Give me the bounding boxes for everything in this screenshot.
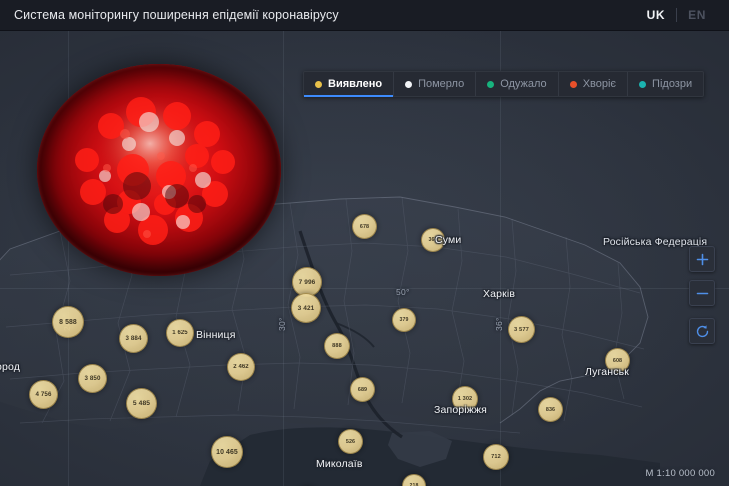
- city-label: ород: [0, 361, 21, 373]
- map-marker[interactable]: 5 485: [126, 388, 157, 419]
- map-marker-value: 3 850: [84, 375, 101, 382]
- map-marker-value: 7 996: [298, 278, 316, 286]
- graticule-label: 50°: [396, 287, 410, 297]
- city-label: Вінниця: [196, 329, 236, 341]
- map-marker[interactable]: 3 850: [78, 364, 107, 393]
- graticule-lat-50: [0, 288, 729, 289]
- map-marker-value: 3 421: [297, 304, 315, 312]
- minus-icon: [696, 292, 708, 294]
- city-label: Суми: [435, 234, 462, 246]
- graticule-lon-30: [283, 31, 284, 486]
- graticule-label: 36°: [494, 317, 504, 331]
- virus-photo-rim: [37, 64, 281, 276]
- map-marker-value: 4 756: [35, 391, 52, 398]
- legend-tab-label: Померло: [418, 78, 465, 90]
- legend-tab-4[interactable]: Підозри: [628, 72, 703, 96]
- map-marker[interactable]: 608: [605, 348, 630, 373]
- map-marker[interactable]: 8 588: [52, 306, 84, 338]
- city-label: Миколаїв: [316, 458, 363, 470]
- map-marker[interactable]: 4 756: [29, 380, 58, 409]
- legend-dot-icon: [315, 80, 322, 88]
- map-marker-value: 2 462: [233, 364, 249, 370]
- map-marker-value: 367: [428, 237, 438, 243]
- map-marker[interactable]: 2 462: [227, 353, 255, 381]
- refresh-icon: [696, 324, 708, 337]
- virus-texture: [37, 64, 281, 276]
- legend-dot-icon: [569, 80, 577, 88]
- legend-dot-icon: [639, 80, 647, 88]
- map-marker-value: 8 588: [59, 318, 77, 326]
- city-label: Запоріжжя: [434, 404, 487, 416]
- legend-tab-0[interactable]: Виявлено: [304, 72, 395, 97]
- map-marker-value: 836: [545, 406, 556, 413]
- legend-dot-icon: [487, 80, 495, 88]
- language-switcher: UK EN: [636, 0, 717, 31]
- map-marker[interactable]: 3 884: [119, 324, 148, 353]
- legend-tab-2[interactable]: Одужало: [476, 72, 559, 96]
- legend-tab-1[interactable]: Померло: [394, 72, 477, 96]
- legend-tab-3[interactable]: Хворіє: [559, 72, 629, 96]
- map-marker-value: 526: [345, 438, 356, 445]
- page-title: Система моніторингу поширення епідемії к…: [14, 8, 339, 22]
- graticule-label: 30°: [277, 317, 287, 331]
- zoom-in-button[interactable]: [689, 246, 715, 272]
- map-marker[interactable]: 678: [352, 214, 377, 239]
- map-zoom-controls: [689, 246, 715, 344]
- map-marker[interactable]: 7 996: [292, 267, 322, 297]
- city-label: Харків: [483, 288, 516, 300]
- legend-dot-icon: [405, 80, 413, 88]
- legend-tab-bar: Виявлено Померло Одужало Хворіє Підозри: [303, 71, 705, 97]
- app-header: Система моніторингу поширення епідемії к…: [0, 0, 729, 31]
- map-canvas[interactable]: 24°30°36°50°46° Російська Федерація 8 58…: [0, 31, 729, 486]
- map-marker[interactable]: 836: [538, 397, 563, 422]
- zoom-out-button[interactable]: [689, 280, 715, 306]
- lang-separator: [676, 8, 678, 22]
- legend-tab-label: Виявлено: [328, 78, 383, 90]
- map-marker-value: 10 465: [216, 448, 238, 456]
- lang-option-uk[interactable]: UK: [646, 7, 666, 22]
- map-marker-value: 689: [357, 386, 368, 393]
- map-scale-label: М 1:10 000 000: [645, 468, 715, 479]
- lang-option-en[interactable]: EN: [688, 7, 706, 22]
- country-label: Російська Федерація: [603, 236, 708, 248]
- map-marker-value: 1 625: [172, 330, 188, 336]
- legend-tab-label: Одужало: [500, 78, 547, 90]
- map-marker-value: 888: [332, 343, 342, 349]
- map-marker-value: 5 485: [132, 400, 151, 407]
- map-marker[interactable]: 526: [338, 429, 363, 454]
- map-marker[interactable]: 1 302: [452, 386, 478, 412]
- map-marker-value: 218: [409, 483, 419, 486]
- map-marker-value: 3 577: [513, 326, 529, 333]
- map-marker[interactable]: 379: [392, 308, 416, 332]
- map-marker-value: 3 884: [125, 335, 142, 342]
- map-reset-button[interactable]: [689, 318, 715, 344]
- map-marker[interactable]: 689: [350, 377, 375, 402]
- map-marker[interactable]: 10 465: [211, 436, 243, 468]
- plus-icon: [696, 253, 708, 265]
- map-marker[interactable]: 712: [483, 444, 509, 470]
- map-marker[interactable]: 1 625: [166, 319, 194, 347]
- map-marker-value: 1 302: [457, 396, 473, 402]
- map-marker[interactable]: 367: [421, 228, 445, 252]
- map-marker-value: 379: [399, 317, 409, 323]
- coronavirus-photo: [37, 64, 281, 276]
- map-marker[interactable]: 3 421: [291, 293, 321, 323]
- map-marker[interactable]: 888: [324, 333, 350, 359]
- legend-tab-label: Хворіє: [582, 78, 617, 90]
- legend-tab-label: Підозри: [652, 78, 693, 90]
- map-marker-value: 678: [359, 223, 370, 230]
- map-marker[interactable]: 3 577: [508, 316, 535, 343]
- graticule-lon-36: [500, 31, 501, 486]
- map-marker-value: 712: [491, 454, 501, 460]
- map-marker-value: 608: [612, 357, 623, 364]
- city-label: Луганськ: [585, 366, 630, 378]
